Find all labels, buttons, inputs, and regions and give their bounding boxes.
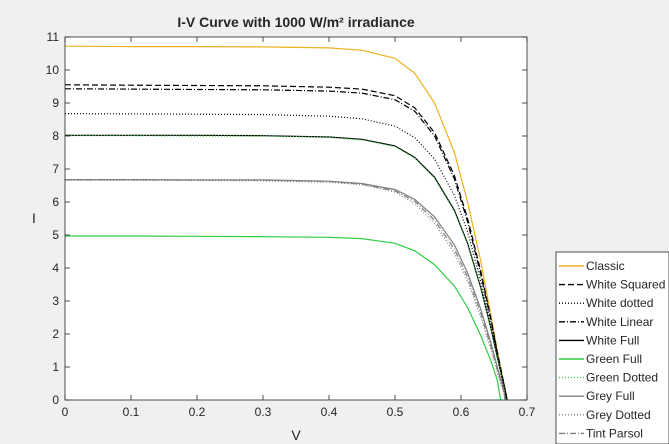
y-tick-label: 6 bbox=[52, 195, 59, 209]
legend-label: White Squared bbox=[586, 278, 665, 292]
y-axis-label: I bbox=[32, 210, 36, 226]
legend-label: Grey Full bbox=[586, 389, 635, 403]
y-tick-label: 9 bbox=[52, 96, 59, 110]
series-line bbox=[64, 88, 508, 401]
series-line bbox=[64, 84, 508, 401]
x-tick-label: 0.4 bbox=[321, 405, 338, 419]
series-line bbox=[64, 113, 508, 401]
y-tick-label: 0 bbox=[52, 393, 59, 407]
x-tick-label: 0.1 bbox=[123, 405, 140, 419]
legend-label: Classic bbox=[586, 259, 625, 273]
y-tick-label: 7 bbox=[52, 162, 59, 176]
chart-title: I-V Curve with 1000 W/m² irradiance bbox=[177, 14, 415, 30]
x-axis-label: V bbox=[291, 427, 301, 443]
y-tick-label: 4 bbox=[52, 261, 59, 275]
x-tick-label: 0 bbox=[62, 405, 69, 419]
legend-label: Green Full bbox=[586, 352, 642, 366]
x-tick-label: 0.3 bbox=[255, 405, 272, 419]
y-tick-label: 1 bbox=[52, 360, 59, 374]
y-tick-label: 2 bbox=[52, 327, 59, 341]
x-tick-label: 0.7 bbox=[519, 405, 536, 419]
series-line bbox=[65, 235, 502, 401]
axes-layer: 0 0.1 0.2 0.3 0.4 0.5 0.6 0.7 0 1 2 3 4 5 6 7 8 9 10 11 bbox=[46, 30, 536, 419]
legend-label: White dotted bbox=[586, 296, 653, 310]
y-tick-label: 3 bbox=[52, 294, 59, 308]
legend-label: Tint Parsol bbox=[586, 426, 643, 440]
legend: Classic White Squared White dotted White Li… bbox=[555, 251, 669, 444]
legend-label: White Linear bbox=[586, 315, 653, 329]
legend-label: White Full bbox=[586, 333, 639, 347]
plot-area bbox=[65, 37, 527, 400]
x-tick-label: 0.2 bbox=[189, 405, 206, 419]
legend-label: Grey Dotted bbox=[586, 408, 651, 422]
legend-box bbox=[555, 251, 669, 444]
y-tick-label: 10 bbox=[46, 63, 60, 77]
y-tick-label: 11 bbox=[47, 30, 60, 44]
series-line bbox=[65, 135, 507, 401]
legend-label: Green Dotted bbox=[586, 371, 658, 385]
x-tick-label: 0.5 bbox=[387, 405, 404, 419]
y-tick-label: 8 bbox=[52, 129, 59, 143]
x-tick-label: 0.6 bbox=[453, 405, 470, 419]
y-tick-label: 5 bbox=[52, 228, 59, 242]
axes-box bbox=[64, 36, 528, 401]
series-layer bbox=[64, 45, 508, 401]
series-line bbox=[65, 179, 506, 401]
